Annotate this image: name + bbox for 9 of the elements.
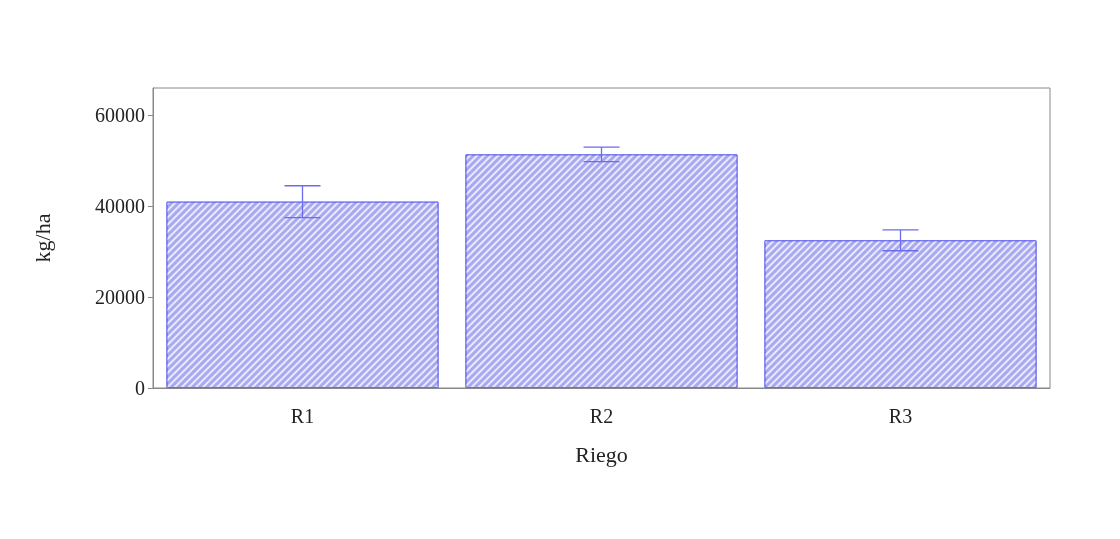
x-tick-label: R1	[290, 405, 315, 427]
y-tick-label: 40000	[95, 195, 145, 218]
x-tick-label: R2	[589, 405, 614, 427]
y-tick-label: 20000	[95, 286, 145, 309]
y-axis-title: kg/ha	[29, 213, 55, 263]
x-tick-label: R3	[888, 405, 913, 427]
x-axis-title: Riego	[575, 441, 628, 467]
y-tick-label: 0	[135, 377, 145, 399]
y-tick-label: 60000	[95, 104, 145, 127]
